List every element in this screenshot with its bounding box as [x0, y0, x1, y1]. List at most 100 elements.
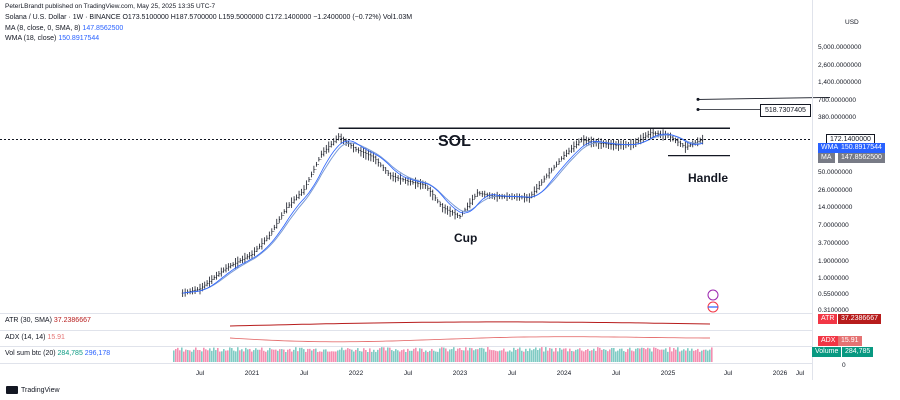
adx-legend[interactable]: ADX (14, 14) 15.91 [5, 334, 65, 341]
ma-line [182, 133, 703, 294]
volume-bar [613, 348, 615, 362]
volume-bar [253, 350, 255, 362]
volume-bar [319, 351, 321, 362]
volume-bar [469, 347, 471, 362]
volume-bar [213, 347, 215, 362]
volume-bar [441, 347, 443, 362]
volume-bar [531, 350, 533, 362]
volume-bar [359, 350, 361, 362]
volume-bar [511, 351, 513, 362]
adx-tag-value: 15.91 [838, 336, 862, 346]
volume-bar [647, 347, 649, 362]
volume-bar [641, 347, 643, 362]
volume-bar [453, 347, 455, 362]
volume-bar [621, 348, 623, 362]
volume-bar [427, 351, 429, 362]
currency-label[interactable]: USD [845, 19, 859, 26]
volume-bar [445, 348, 447, 362]
volume-bar [487, 347, 489, 362]
volume-bar [509, 350, 511, 362]
pane-separator[interactable] [0, 313, 812, 314]
volume-bar [353, 351, 355, 362]
volume-bar [633, 351, 635, 362]
volume-bar [175, 349, 177, 362]
volume-bar [255, 348, 257, 362]
volume-bar [547, 350, 549, 362]
volume-bar [403, 349, 405, 362]
tradingview-logo[interactable]: TradingView [6, 386, 60, 394]
pane-separator[interactable] [0, 330, 812, 331]
atr-tag-value: 37.2386667 [838, 314, 881, 324]
volume-bar [655, 347, 657, 362]
wma-line [182, 134, 703, 294]
symbol-title[interactable]: Solana / U.S. Dollar · 1W · BINANCE [5, 14, 121, 21]
volume-bar [541, 347, 543, 362]
time-tick-label: 2021 [244, 370, 260, 377]
wma-legend[interactable]: WMA (18, close) 150.8917544 [5, 35, 99, 42]
volume-bar [679, 351, 681, 362]
volume-bar [229, 347, 231, 362]
volume-bar [579, 348, 581, 362]
price-axis[interactable] [812, 0, 900, 380]
volume-bar [279, 349, 281, 362]
price-tick-label: 700.0000000 [818, 97, 856, 105]
volume-bar [695, 350, 697, 362]
volume-bar [225, 350, 227, 362]
target-price-label[interactable]: 518.7307405 [760, 103, 811, 117]
ma-legend[interactable]: MA (8, close, 0, SMA, 8) 147.8562500 [5, 25, 123, 32]
volume-bar [599, 347, 601, 362]
volume-bar [423, 351, 425, 362]
volume-ma-value: 296,178 [84, 350, 111, 357]
price-tick-label: 0.5500000 [818, 291, 849, 299]
volume-bar [401, 350, 403, 362]
volume-bar [491, 350, 493, 362]
event-icon [707, 289, 719, 301]
adx-line [229, 336, 710, 343]
volume-bar [561, 349, 563, 362]
volume-bar [245, 347, 247, 362]
handle-annotation[interactable]: Handle [688, 171, 729, 185]
volume-bar [373, 349, 375, 362]
volume-bar [263, 350, 265, 362]
volume-bar [265, 351, 267, 362]
ma-tag-label: MA [818, 153, 835, 164]
volume-bar [395, 349, 397, 362]
sol-annotation[interactable]: SOL [438, 133, 471, 150]
volume-bar [307, 348, 309, 362]
volume-bar [479, 347, 481, 362]
time-tick-label: 2023 [452, 370, 468, 377]
volume-bar [493, 350, 495, 362]
time-tick-label: 2026 [772, 370, 788, 377]
atr-legend[interactable]: ATR (30, SMA) 37.2386667 [5, 317, 91, 324]
volume-bar [431, 348, 433, 362]
volume-bar [179, 350, 181, 362]
volume-bar [411, 350, 413, 362]
volume-legend[interactable]: Vol sum btc (20) 284,785 296,178 [5, 350, 110, 357]
pane-separator[interactable] [0, 346, 812, 347]
time-axis[interactable]: Jul 2021 Jul 2022 Jul 2023 Jul 2024 Jul 2025 Jul 20… [0, 363, 812, 380]
volume-bar [209, 348, 211, 362]
volume-bar [499, 350, 501, 362]
volume-bar [199, 350, 201, 362]
volume-bar [207, 350, 209, 362]
time-tick-label: Jul [403, 370, 413, 377]
adx-tag-label: ADX [818, 336, 839, 346]
volume-bar [285, 351, 287, 362]
time-tick-label: Jul [795, 370, 805, 377]
volume-bar [659, 349, 661, 362]
volume-bar [331, 351, 333, 362]
volume-bar [295, 347, 297, 362]
volume-bar [619, 348, 621, 362]
price-tick-label: 3.7000000 [818, 239, 849, 247]
volume-bar [337, 350, 339, 362]
volume-bar [663, 349, 665, 362]
ma-value: 147.8562500 [82, 25, 124, 32]
cup-annotation[interactable]: Cup [454, 231, 478, 245]
volume-bar [617, 350, 619, 362]
volume-bar [221, 351, 223, 362]
atr-value: 37.2386667 [53, 317, 91, 324]
volume-bar [249, 348, 251, 362]
volume-bar [289, 348, 291, 362]
price-tick-label: 1.9000000 [818, 257, 849, 265]
